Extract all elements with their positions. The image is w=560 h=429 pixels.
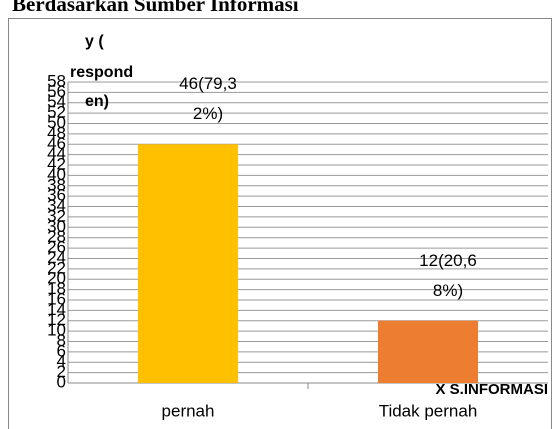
chart-title: Berdasarkan Sumber Informasi bbox=[12, 0, 299, 16]
y-tick-label: 14 bbox=[47, 300, 66, 319]
x-tick-label: pernah bbox=[162, 401, 215, 420]
value-label: 46(79,32%) bbox=[179, 74, 237, 124]
y-tick-label: 2 bbox=[57, 362, 66, 381]
y-tick-label: 28 bbox=[47, 227, 66, 246]
y-tick-label: 34 bbox=[47, 196, 66, 215]
x-axis-label: X S.INFORMASI bbox=[435, 381, 548, 398]
y-tick-label: 42 bbox=[47, 155, 66, 174]
y-tick-label: 36 bbox=[47, 186, 66, 205]
y-tick-label: 54 bbox=[47, 92, 66, 111]
bar bbox=[378, 320, 478, 383]
x-tick-label: Tidak pernah bbox=[379, 401, 478, 420]
y-tick-label: 6 bbox=[57, 341, 66, 360]
y-axis-label: respond bbox=[70, 64, 133, 81]
y-axis-label: en) bbox=[85, 93, 109, 110]
y-tick-label: 20 bbox=[47, 269, 66, 288]
y-tick-label: 8 bbox=[57, 331, 66, 350]
y-tick-label: 0 bbox=[57, 372, 66, 391]
y-axis-label: y ( bbox=[85, 33, 104, 50]
y-tick-label: 38 bbox=[47, 175, 66, 194]
y-tick-label: 52 bbox=[47, 103, 66, 122]
y-tick-label: 48 bbox=[47, 123, 66, 142]
y-tick-label: 46 bbox=[47, 134, 66, 153]
y-tick-label: 12 bbox=[47, 310, 66, 329]
y-tick-label: 22 bbox=[47, 258, 66, 277]
y-tick-label: 40 bbox=[47, 165, 66, 184]
y-tick-label: 30 bbox=[47, 217, 66, 236]
value-label-box: 12(20,68%) bbox=[419, 250, 477, 300]
y-tick-label: 24 bbox=[47, 248, 66, 267]
y-tick-label: 50 bbox=[47, 113, 66, 132]
y-tick-label: 44 bbox=[47, 144, 66, 163]
y-tick-label: 58 bbox=[47, 71, 66, 90]
y-tick-label: 32 bbox=[47, 206, 66, 225]
chart-border bbox=[8, 18, 552, 429]
bar bbox=[138, 144, 238, 383]
y-tick-label: 4 bbox=[57, 352, 66, 371]
y-tick-label: 16 bbox=[47, 289, 66, 308]
value-label-box: 46(79,32%) bbox=[179, 74, 237, 124]
value-label: 12(20,68%) bbox=[419, 250, 477, 300]
y-tick-label: 10 bbox=[47, 321, 66, 340]
y-tick-label: 56 bbox=[47, 82, 66, 101]
y-tick-label: 18 bbox=[47, 279, 66, 298]
y-tick-label: 26 bbox=[47, 238, 66, 257]
